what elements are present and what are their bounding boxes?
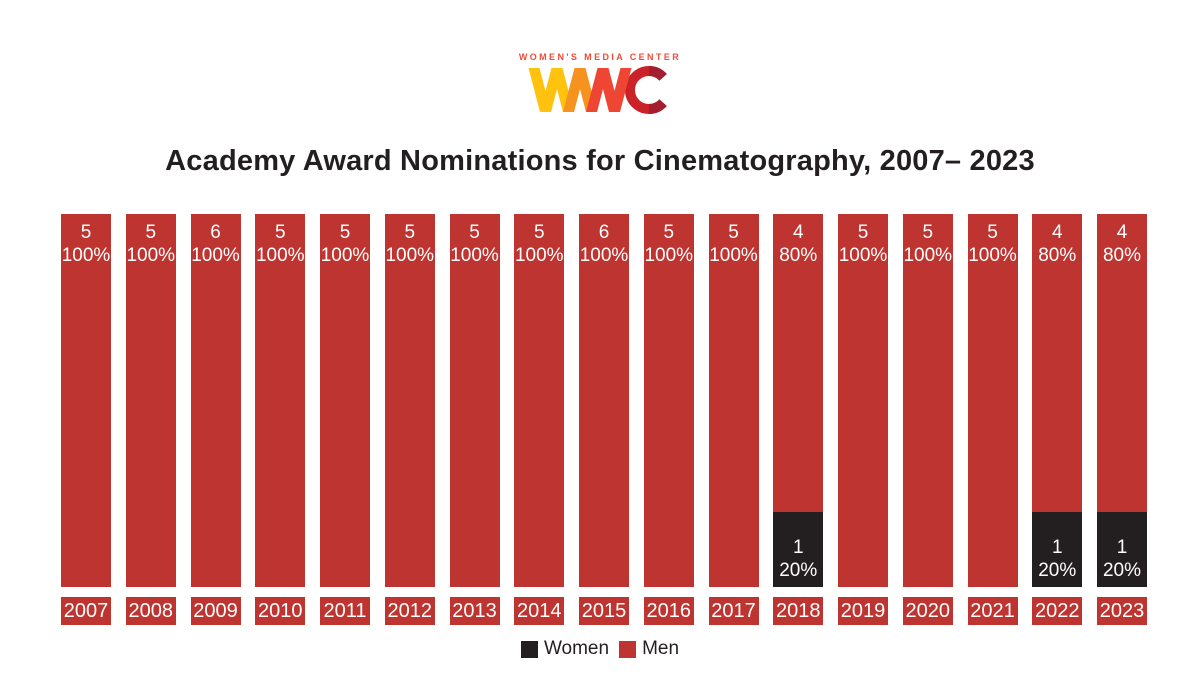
year-label-2009: 2009 xyxy=(190,597,241,625)
year-label-2015: 2015 xyxy=(579,597,629,625)
bar-men-label-2015: 6 100% xyxy=(579,222,629,266)
bar-column-2011: 5 100% 2011 xyxy=(320,214,370,625)
bar-chart: 5 100% 2007 5 100% 2008 6 100% 2009 5 100% 2010 5 100… xyxy=(61,214,1147,625)
bar-men-label-2022: 4 80% xyxy=(1038,222,1077,266)
bar-column-2020: 5 100% 2020 xyxy=(902,214,953,625)
wmc-logo: WOMEN'S MEDIA CENTER xyxy=(0,0,1200,119)
bar-column-2016: 5 100% 2016 xyxy=(643,214,694,625)
year-label-2011: 2011 xyxy=(320,597,370,625)
bar-2012: 5 100% xyxy=(384,214,435,587)
bar-column-2023: 4 80% 1 20% 2023 xyxy=(1097,214,1147,625)
bar-2008: 5 100% xyxy=(125,214,176,587)
bar-men-label-2016: 5 100% xyxy=(644,222,694,266)
bar-men-label-2010: 5 100% xyxy=(255,222,305,266)
legend-swatch-women xyxy=(520,640,538,658)
bar-men-label-2011: 5 100% xyxy=(320,222,370,266)
bar-men-label-2017: 5 100% xyxy=(709,222,758,266)
bar-2007: 5 100% xyxy=(61,214,111,587)
chart-legend: Women Men xyxy=(0,638,1200,660)
year-label-2012: 2012 xyxy=(384,597,435,625)
legend-item-women: Women xyxy=(520,638,610,660)
bar-women-segment-2023: 1 20% xyxy=(1097,512,1147,587)
year-label-2007: 2007 xyxy=(61,597,111,625)
bar-men-label-2018: 4 80% xyxy=(779,222,818,266)
bar-men-label-2007: 5 100% xyxy=(61,222,111,266)
year-label-2013: 2013 xyxy=(449,597,500,625)
bar-column-2009: 6 100% 2009 xyxy=(190,214,241,625)
year-label-2023: 2023 xyxy=(1097,597,1147,625)
bar-men-label-2009: 6 100% xyxy=(191,222,240,266)
wmc-logo-mark xyxy=(528,66,667,114)
bar-men-label-2014: 5 100% xyxy=(514,222,564,266)
year-label-2016: 2016 xyxy=(643,597,694,625)
year-label-2008: 2008 xyxy=(125,597,176,625)
bar-men-label-2021: 5 100% xyxy=(968,222,1017,266)
bar-column-2022: 4 80% 1 20% 2022 xyxy=(1032,214,1083,625)
bar-column-2014: 5 100% 2014 xyxy=(514,214,565,625)
bar-2013: 5 100% xyxy=(449,214,500,587)
bar-2020: 5 100% xyxy=(902,214,953,587)
bar-men-label-2019: 5 100% xyxy=(838,222,888,266)
year-label-2014: 2014 xyxy=(514,597,565,625)
bar-2019: 5 100% xyxy=(838,214,888,587)
bar-men-label-2012: 5 100% xyxy=(385,222,435,266)
logo-m-stroke-5 xyxy=(609,68,632,112)
bar-2009: 6 100% xyxy=(190,214,241,587)
bar-column-2021: 5 100% 2021 xyxy=(967,214,1018,625)
bar-2016: 5 100% xyxy=(643,214,694,587)
bar-2017: 5 100% xyxy=(708,214,759,587)
bar-men-label-2013: 5 100% xyxy=(450,222,499,266)
year-label-2020: 2020 xyxy=(902,597,953,625)
logo-tagline: WOMEN'S MEDIA CENTER xyxy=(518,52,682,62)
bar-2014: 5 100% xyxy=(514,214,565,587)
bar-2015: 6 100% xyxy=(579,214,629,587)
bar-2023: 4 80% 1 20% xyxy=(1097,214,1147,587)
bar-women-segment-2018: 1 20% xyxy=(773,512,824,587)
legend-label-men: Men xyxy=(642,638,680,659)
year-label-2021: 2021 xyxy=(967,597,1018,625)
legend-swatch-men xyxy=(619,640,637,658)
bar-2018: 4 80% 1 20% xyxy=(773,214,824,587)
bar-2022: 4 80% 1 20% xyxy=(1032,214,1083,587)
logo-c-end-bottom xyxy=(648,99,667,114)
year-label-2017: 2017 xyxy=(708,597,759,625)
year-label-2019: 2019 xyxy=(838,597,888,625)
bar-column-2015: 6 100% 2015 xyxy=(579,214,629,625)
year-label-2018: 2018 xyxy=(773,597,824,625)
bar-2010: 5 100% xyxy=(255,214,306,587)
bar-column-2017: 5 100% 2017 xyxy=(708,214,759,625)
bar-column-2008: 5 100% 2008 xyxy=(125,214,176,625)
bar-women-segment-2022: 1 20% xyxy=(1032,512,1083,587)
legend-item-men: Men xyxy=(619,638,679,660)
bar-men-label-2023: 4 80% xyxy=(1102,222,1142,266)
bar-column-2012: 5 100% 2012 xyxy=(384,214,435,625)
bar-column-2018: 4 80% 1 20% 2018 xyxy=(773,214,824,625)
bar-column-2019: 5 100% 2019 xyxy=(838,214,888,625)
year-label-2010: 2010 xyxy=(255,597,306,625)
bar-column-2013: 5 100% 2013 xyxy=(449,214,500,625)
year-label-2022: 2022 xyxy=(1032,597,1083,625)
logo-c-end-top xyxy=(648,66,667,81)
bar-men-label-2020: 5 100% xyxy=(903,222,953,266)
bar-men-label-2008: 5 100% xyxy=(126,222,176,266)
chart-title: Academy Award Nominations for Cinematogr… xyxy=(165,145,1035,177)
bar-column-2007: 5 100% 2007 xyxy=(61,214,111,625)
bar-2021: 5 100% xyxy=(967,214,1018,587)
bar-2011: 5 100% xyxy=(320,214,370,587)
legend-label-women: Women xyxy=(543,638,610,659)
bar-column-2010: 5 100% 2010 xyxy=(255,214,306,625)
